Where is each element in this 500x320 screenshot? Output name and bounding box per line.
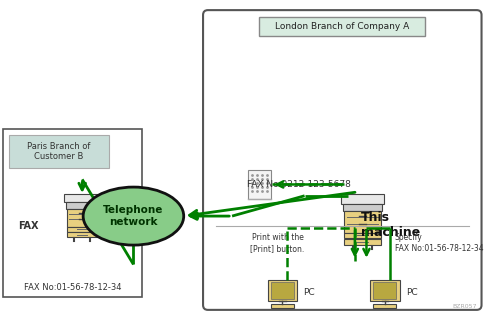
Text: BZR057: BZR057 — [452, 304, 476, 309]
FancyBboxPatch shape — [374, 304, 396, 308]
FancyBboxPatch shape — [66, 232, 98, 237]
Text: PC: PC — [406, 288, 417, 297]
FancyBboxPatch shape — [248, 170, 270, 199]
Ellipse shape — [83, 187, 184, 245]
FancyBboxPatch shape — [344, 239, 381, 245]
FancyBboxPatch shape — [203, 10, 481, 310]
FancyBboxPatch shape — [271, 304, 294, 308]
FancyBboxPatch shape — [268, 280, 297, 301]
Text: Telephone
network: Telephone network — [103, 205, 164, 227]
FancyBboxPatch shape — [342, 194, 384, 204]
Text: Specify
FAX No:01-56-78-12-34: Specify FAX No:01-56-78-12-34 — [394, 234, 483, 253]
FancyBboxPatch shape — [271, 282, 294, 299]
FancyBboxPatch shape — [64, 194, 100, 202]
FancyBboxPatch shape — [370, 280, 400, 301]
FancyBboxPatch shape — [66, 209, 98, 227]
Text: Paris Branch of
Customer B: Paris Branch of Customer B — [28, 141, 90, 161]
Text: This
machine: This machine — [360, 211, 420, 239]
Text: FAX: FAX — [18, 221, 39, 231]
FancyBboxPatch shape — [66, 227, 98, 232]
Text: Print with the
[Print] button.: Print with the [Print] button. — [250, 234, 304, 253]
FancyBboxPatch shape — [66, 202, 98, 209]
FancyBboxPatch shape — [259, 17, 426, 36]
FancyBboxPatch shape — [344, 233, 381, 238]
Text: FAX No:0212-123-5678: FAX No:0212-123-5678 — [246, 180, 350, 189]
FancyBboxPatch shape — [3, 129, 142, 297]
FancyBboxPatch shape — [8, 135, 110, 168]
FancyBboxPatch shape — [344, 211, 381, 233]
Text: PC: PC — [304, 288, 315, 297]
Text: FAX No:01-56-78-12-34: FAX No:01-56-78-12-34 — [24, 283, 122, 292]
FancyBboxPatch shape — [374, 282, 396, 299]
FancyBboxPatch shape — [344, 204, 382, 211]
Text: London Branch of Company A: London Branch of Company A — [275, 22, 409, 31]
